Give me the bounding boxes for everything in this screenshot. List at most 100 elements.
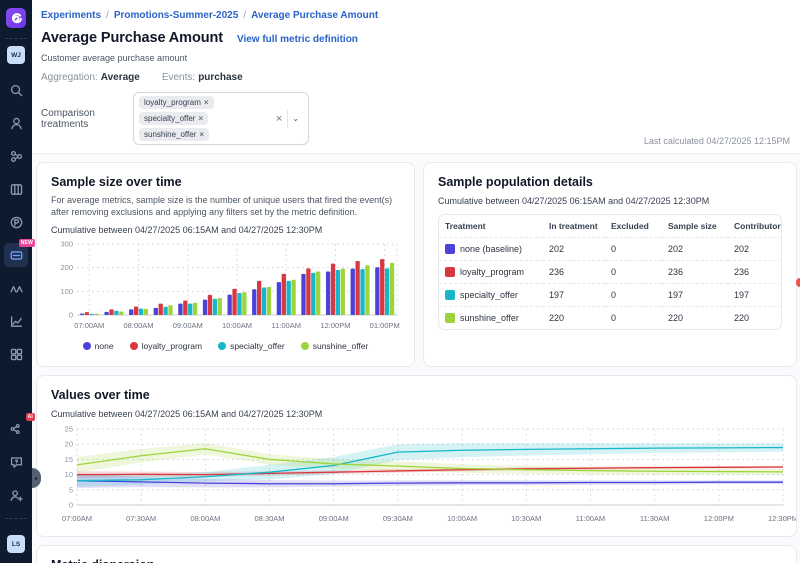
bar-sunshine_offer[interactable] xyxy=(144,309,148,315)
sidebar-item-ai-assistant[interactable]: AI xyxy=(4,417,28,441)
sidebar-item-dashboards[interactable] xyxy=(4,342,28,366)
bar-specialty_offer[interactable] xyxy=(237,293,241,315)
bar-sunshine_offer[interactable] xyxy=(316,272,320,316)
bar-none[interactable] xyxy=(326,272,330,316)
table-row[interactable]: sunshine_offer 220 0 220 220 xyxy=(439,307,782,330)
bar-sunshine_offer[interactable] xyxy=(341,269,345,315)
treatment-name: sunshine_offer xyxy=(460,313,519,323)
bar-loyalty_program[interactable] xyxy=(134,307,138,316)
bar-loyalty_program[interactable] xyxy=(232,289,236,315)
bar-sunshine_offer[interactable] xyxy=(390,263,394,315)
bar-specialty_offer[interactable] xyxy=(188,304,192,315)
bar-sunshine_offer[interactable] xyxy=(193,303,197,315)
bar-loyalty_program[interactable] xyxy=(159,304,163,315)
svg-text:12:00PM: 12:00PM xyxy=(704,514,734,523)
legend-item-loyalty_program[interactable]: loyalty_program xyxy=(130,341,202,351)
table-row[interactable]: none (baseline) 202 0 202 202 xyxy=(439,238,782,261)
svg-text:300: 300 xyxy=(60,240,73,249)
workspace-avatar[interactable]: WJ xyxy=(7,46,25,64)
comparison-treatments-select[interactable]: loyalty_program× specialty_offer× sunshine… xyxy=(133,92,309,145)
contributors-value: 236 xyxy=(728,261,782,284)
bar-specialty_offer[interactable] xyxy=(311,273,315,315)
bar-loyalty_program[interactable] xyxy=(282,274,286,315)
clear-all-icon[interactable]: × xyxy=(271,113,287,125)
bar-none[interactable] xyxy=(351,269,355,315)
bar-sunshine_offer[interactable] xyxy=(218,298,222,315)
legend-item-specialty_offer[interactable]: specialty_offer xyxy=(218,341,285,351)
sample-size-bar-chart[interactable]: 010020030007:00AM08:00AM09:00AM10:00AM11… xyxy=(51,239,401,339)
bar-sunshine_offer[interactable] xyxy=(291,280,295,315)
bar-loyalty_program[interactable] xyxy=(306,269,310,316)
bar-specialty_offer[interactable] xyxy=(262,288,266,315)
bar-loyalty_program[interactable] xyxy=(257,281,261,315)
svg-text:10: 10 xyxy=(65,470,73,479)
bar-loyalty_program[interactable] xyxy=(109,310,113,316)
sidebar-item-invite[interactable] xyxy=(4,483,28,507)
sample-size-description: For average metrics, sample size is the … xyxy=(51,194,400,218)
chevron-down-icon[interactable]: ⌄ xyxy=(288,114,303,123)
bar-none[interactable] xyxy=(178,304,182,315)
bar-none[interactable] xyxy=(154,308,158,315)
bar-none[interactable] xyxy=(252,289,256,315)
sidebar-item-insights[interactable] xyxy=(4,309,28,333)
bar-sunshine_offer[interactable] xyxy=(242,293,246,316)
sidebar-item-pulse[interactable] xyxy=(4,210,28,234)
bar-sunshine_offer[interactable] xyxy=(95,314,99,315)
bar-specialty_offer[interactable] xyxy=(90,314,94,315)
floating-alert-button[interactable] xyxy=(796,278,800,287)
bar-none[interactable] xyxy=(301,274,305,315)
bar-sunshine_offer[interactable] xyxy=(267,287,271,315)
sidebar-item-experiments[interactable] xyxy=(4,144,28,168)
bar-loyalty_program[interactable] xyxy=(355,261,359,315)
bar-specialty_offer[interactable] xyxy=(385,269,389,316)
table-row[interactable]: loyalty_program 236 0 236 236 xyxy=(439,261,782,284)
legend-item-sunshine_offer[interactable]: sunshine_offer xyxy=(301,341,369,351)
bar-loyalty_program[interactable] xyxy=(208,295,212,315)
sidebar-divider xyxy=(5,518,27,519)
sidebar-item-profile[interactable] xyxy=(4,111,28,135)
bar-specialty_offer[interactable] xyxy=(213,299,217,315)
treatment-chip[interactable]: loyalty_program× xyxy=(139,96,214,109)
population-title: Sample population details xyxy=(438,175,782,189)
bar-none[interactable] xyxy=(375,267,379,315)
bar-none[interactable] xyxy=(80,314,84,315)
bar-specialty_offer[interactable] xyxy=(139,309,143,315)
breadcrumb-metric-name[interactable]: Average Purchase Amount xyxy=(251,10,378,21)
bar-sunshine_offer[interactable] xyxy=(365,266,369,316)
bar-none[interactable] xyxy=(203,300,207,315)
breadcrumb-experiment-name[interactable]: Promotions-Summer-2025 xyxy=(114,10,238,21)
bar-none[interactable] xyxy=(129,310,133,316)
chip-remove-icon[interactable]: × xyxy=(199,130,204,139)
bar-loyalty_program[interactable] xyxy=(85,312,89,315)
bar-specialty_offer[interactable] xyxy=(287,281,291,315)
treatment-chip[interactable]: sunshine_offer× xyxy=(139,128,209,141)
sidebar-item-search[interactable] xyxy=(4,78,28,102)
sidebar-item-metrics[interactable]: NEW xyxy=(4,243,28,267)
table-row[interactable]: specialty_offer 197 0 197 197 xyxy=(439,284,782,307)
statsig-logo-icon[interactable] xyxy=(6,8,26,28)
breadcrumb-experiments[interactable]: Experiments xyxy=(41,10,101,21)
bar-none[interactable] xyxy=(228,295,232,315)
bar-loyalty_program[interactable] xyxy=(331,264,335,315)
legend-item-none[interactable]: none xyxy=(83,341,114,351)
bar-specialty_offer[interactable] xyxy=(163,307,167,315)
bar-sunshine_offer[interactable] xyxy=(119,312,123,316)
user-avatar[interactable]: LS xyxy=(7,535,25,553)
bar-specialty_offer[interactable] xyxy=(114,311,118,315)
sidebar-item-holdouts[interactable] xyxy=(4,276,28,300)
chip-remove-icon[interactable]: × xyxy=(198,114,203,123)
treatment-chip[interactable]: specialty_offer× xyxy=(139,112,208,125)
chip-remove-icon[interactable]: × xyxy=(204,98,209,107)
bar-sunshine_offer[interactable] xyxy=(168,306,172,316)
bar-none[interactable] xyxy=(104,312,108,315)
sidebar-item-help[interactable] xyxy=(4,450,28,474)
bar-loyalty_program[interactable] xyxy=(183,301,187,315)
sidebar-item-gates[interactable] xyxy=(4,177,28,201)
bar-none[interactable] xyxy=(277,282,281,315)
values-line-chart[interactable]: 051015202507:00AM07:30AM08:00AM08:30AM09… xyxy=(51,423,791,531)
view-metric-definition-link[interactable]: View full metric definition xyxy=(237,34,358,45)
bar-specialty_offer[interactable] xyxy=(360,269,364,315)
values-over-time-card: Values over time Cumulative between 04/2… xyxy=(36,375,797,537)
bar-specialty_offer[interactable] xyxy=(336,270,340,315)
bar-loyalty_program[interactable] xyxy=(380,259,384,315)
